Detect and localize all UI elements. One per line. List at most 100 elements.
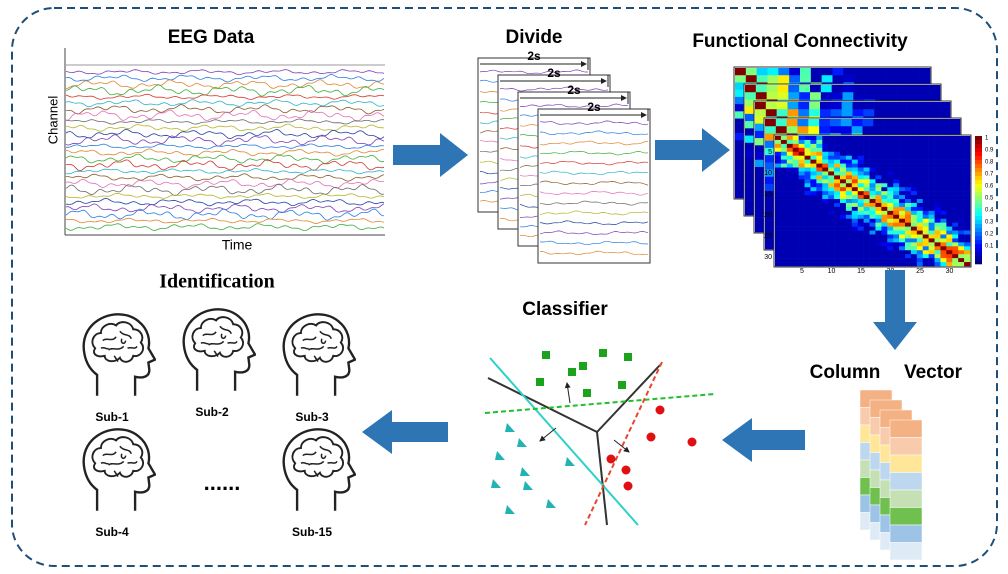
matrix-cell <box>781 231 787 235</box>
matrix-cell <box>864 254 870 258</box>
matrix-cell <box>822 68 833 76</box>
matrix-cell <box>946 195 952 199</box>
matrix-cell <box>788 92 799 100</box>
matrix-cell <box>805 215 811 219</box>
matrix-cell <box>870 175 876 179</box>
matrix-cell <box>793 152 799 156</box>
matrix-cell <box>858 179 864 183</box>
matrix-cell <box>778 85 789 93</box>
matrix-cell <box>875 219 881 223</box>
matrix-cell <box>834 238 840 242</box>
matrix-cell <box>852 175 858 179</box>
matrix-cell <box>822 156 828 160</box>
matrix-cell <box>893 203 899 207</box>
eeg-trace <box>66 85 384 97</box>
matrix-cell <box>834 195 840 199</box>
matrix-cell <box>775 191 781 195</box>
matrix-cell <box>799 238 805 242</box>
matrix-cell <box>952 250 958 254</box>
matrix-cell <box>923 156 929 160</box>
matrix-cell <box>929 258 935 262</box>
matrix-cell <box>964 227 970 231</box>
matrix-cell <box>870 262 876 266</box>
matrix-y-tick: 10 <box>764 170 772 177</box>
matrix-cell <box>923 238 929 242</box>
matrix-cell <box>853 102 864 110</box>
matrix-cell <box>775 136 781 140</box>
matrix-cell <box>852 262 858 266</box>
window-label: 2s <box>587 100 601 114</box>
matrix-cell <box>881 238 887 242</box>
matrix-cell <box>793 191 799 195</box>
matrix-cell <box>816 183 822 187</box>
matrix-cell <box>810 199 816 203</box>
matrix-cell <box>893 238 899 242</box>
matrix-cell <box>805 219 811 223</box>
matrix-cell <box>816 195 822 199</box>
matrix-cell <box>828 175 834 179</box>
matrix-cell <box>781 199 787 203</box>
matrix-cell <box>852 126 863 134</box>
matrix-cell <box>840 195 846 199</box>
matrix-cell <box>874 109 885 117</box>
class-triangle <box>491 479 501 488</box>
matrix-cell <box>870 219 876 223</box>
matrix-cell <box>923 211 929 215</box>
colorbar-cell <box>975 140 982 144</box>
matrix-cell <box>757 68 768 76</box>
matrix-cell <box>887 156 893 160</box>
matrix-cell <box>905 219 911 223</box>
matrix-cell <box>828 203 834 207</box>
matrix-cell <box>964 171 970 175</box>
matrix-cell <box>816 144 822 148</box>
matrix-cell <box>964 231 970 235</box>
matrix-cell <box>858 219 864 223</box>
matrix-cell <box>809 109 820 117</box>
matrix-cell <box>875 215 881 219</box>
matrix-cell <box>911 223 917 227</box>
matrix-cell <box>905 227 911 231</box>
matrix-cell <box>840 164 846 168</box>
matrix-cell <box>793 238 799 242</box>
matrix-cell <box>781 242 787 246</box>
matrix-cell <box>793 164 799 168</box>
matrix-cell <box>949 119 960 127</box>
matrix-cell <box>852 215 858 219</box>
matrix-cell <box>810 152 816 156</box>
matrix-cell <box>822 179 828 183</box>
matrix-cell <box>911 207 917 211</box>
matrix-cell <box>887 140 893 144</box>
matrix-cell <box>893 140 899 144</box>
matrix-cell <box>935 262 941 266</box>
matrix-cell <box>946 231 952 235</box>
matrix-cell <box>864 148 870 152</box>
matrix-cell <box>905 152 911 156</box>
matrix-cell <box>822 219 828 223</box>
matrix-cell <box>881 227 887 231</box>
matrix-cell <box>929 171 935 175</box>
matrix-cell <box>958 258 964 262</box>
arrow <box>393 133 468 177</box>
matrix-cell <box>946 227 952 231</box>
matrix-cell <box>905 191 911 195</box>
matrix-cell <box>781 195 787 199</box>
matrix-cell <box>787 179 793 183</box>
window-label: 2s <box>567 83 581 97</box>
matrix-cell <box>893 231 899 235</box>
matrix-cell <box>816 234 822 238</box>
eeg-trace <box>66 100 384 107</box>
matrix-cell <box>816 254 822 258</box>
matrix-cell <box>793 246 799 250</box>
matrix-cell <box>781 136 787 140</box>
matrix-y-tick: 20 <box>764 212 772 219</box>
matrix-cell <box>940 148 946 152</box>
matrix-cell <box>793 223 799 227</box>
matrix-cell <box>863 109 874 117</box>
matrix-cell <box>929 179 935 183</box>
matrix-cell <box>935 140 941 144</box>
matrix-cell <box>810 254 816 258</box>
matrix-cell <box>887 203 893 207</box>
matrix-cell <box>852 136 858 140</box>
matrix-cell <box>800 75 811 83</box>
matrix-cell <box>899 191 905 195</box>
